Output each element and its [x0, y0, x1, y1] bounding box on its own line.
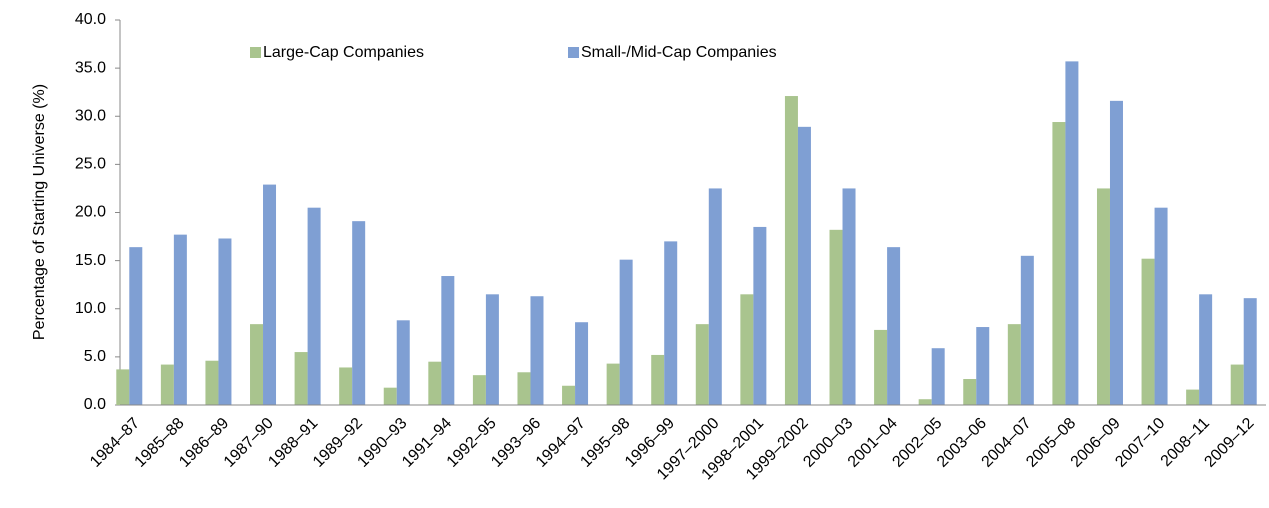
bar: [1052, 122, 1066, 406]
bar: [1007, 324, 1021, 405]
bar: [517, 372, 531, 405]
bar: [918, 399, 932, 405]
bar: [1154, 207, 1168, 405]
bar: [250, 324, 264, 405]
bar: [1096, 188, 1110, 405]
x-tick-label: 2007–10: [1112, 415, 1168, 471]
bar: [396, 320, 410, 405]
bar: [1243, 298, 1257, 405]
bar: [753, 226, 767, 405]
y-tick-label: 0.0: [84, 396, 106, 413]
bar: [606, 363, 620, 405]
bar: [339, 367, 353, 405]
bar: [708, 188, 722, 405]
y-tick-label: 30.0: [75, 107, 106, 124]
bar: [829, 229, 843, 405]
bar: [173, 234, 187, 405]
bar: [797, 126, 811, 406]
legend-swatch: [250, 47, 261, 58]
bar: [129, 247, 143, 405]
bar: [1230, 364, 1244, 405]
bar: [1020, 255, 1034, 405]
bar: [205, 360, 219, 405]
y-tick-label: 5.0: [84, 348, 106, 365]
y-tick-label: 25.0: [75, 156, 106, 173]
y-axis-label: Percentage of Starting Universe (%): [31, 84, 48, 340]
bar: [695, 324, 709, 405]
bar: [1186, 389, 1200, 405]
x-tick-label: 2009–12: [1201, 415, 1257, 471]
bar: [842, 188, 856, 405]
y-tick-label: 15.0: [75, 252, 106, 269]
bar: [472, 375, 486, 405]
bar: [218, 238, 232, 405]
bar: [263, 184, 277, 405]
y-tick-label: 10.0: [75, 300, 106, 317]
legend-label: Small-/Mid-Cap Companies: [581, 44, 777, 61]
bar: [874, 329, 888, 405]
bar: [1109, 100, 1123, 405]
bar: [1141, 258, 1155, 405]
bar: [963, 379, 977, 405]
bar: [976, 327, 990, 405]
bar: [740, 294, 754, 405]
bar: [485, 294, 499, 405]
bar: [562, 385, 576, 405]
bar: [160, 364, 174, 405]
bar: [784, 96, 798, 405]
bar: [428, 361, 442, 405]
bar: [116, 369, 130, 405]
bar: [619, 259, 633, 405]
legend-label: Large-Cap Companies: [263, 44, 424, 61]
bar: [1065, 61, 1079, 405]
bar: [575, 322, 589, 405]
bar: [530, 296, 544, 405]
y-tick-label: 40.0: [75, 11, 106, 28]
legend-swatch: [568, 47, 579, 58]
bar: [651, 354, 665, 405]
bar: [294, 352, 308, 405]
bar: [887, 247, 901, 405]
y-tick-label: 20.0: [75, 204, 106, 221]
bar: [307, 207, 321, 405]
bar: [664, 241, 678, 405]
y-tick-label: 35.0: [75, 59, 106, 76]
bar: [352, 221, 366, 405]
bar: [1199, 294, 1213, 405]
bar: [383, 387, 397, 405]
bar: [931, 348, 945, 405]
bar: [441, 276, 455, 405]
